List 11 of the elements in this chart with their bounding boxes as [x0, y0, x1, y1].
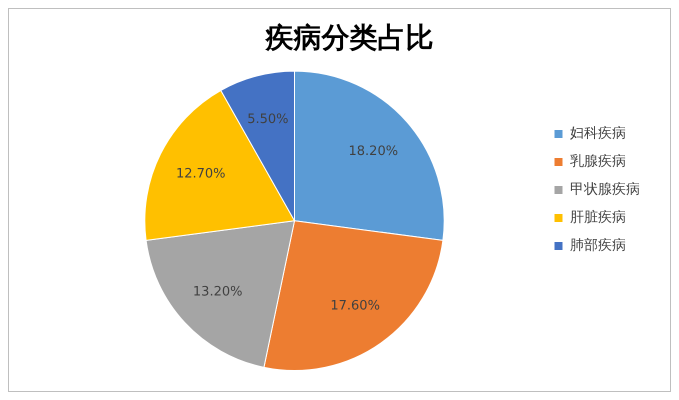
data-label: 13.20% — [192, 284, 242, 300]
chart-title: 疾病分类占比 — [264, 22, 434, 54]
legend-label: 妇科疾病 — [570, 126, 626, 142]
legend-label: 甲状腺疾病 — [570, 182, 640, 198]
legend-label: 肺部疾病 — [570, 238, 626, 254]
data-label: 17.60% — [330, 298, 380, 314]
legend-label: 肝脏疾病 — [570, 210, 626, 226]
data-label: 5.50% — [247, 112, 289, 127]
data-label: 18.20% — [348, 144, 398, 160]
legend-label: 乳腺疾病 — [570, 154, 626, 170]
data-label: 12.70% — [176, 166, 226, 182]
